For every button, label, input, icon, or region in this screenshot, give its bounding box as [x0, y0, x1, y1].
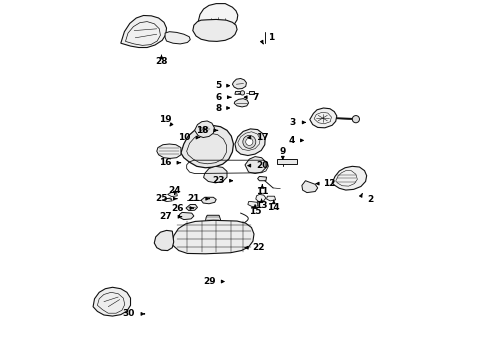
Polygon shape: [157, 144, 181, 158]
Text: 17: 17: [256, 133, 269, 142]
Text: 30: 30: [123, 309, 135, 318]
Polygon shape: [198, 4, 238, 31]
Polygon shape: [195, 121, 215, 138]
Text: 25: 25: [155, 194, 168, 203]
Text: 13: 13: [255, 202, 268, 210]
Text: 22: 22: [252, 243, 265, 252]
Polygon shape: [121, 15, 167, 48]
Text: 7: 7: [252, 93, 259, 102]
Polygon shape: [201, 197, 216, 204]
Polygon shape: [204, 166, 227, 183]
Polygon shape: [245, 157, 266, 174]
Text: 11: 11: [256, 187, 269, 196]
Polygon shape: [154, 230, 174, 251]
Polygon shape: [172, 220, 254, 254]
Text: 5: 5: [215, 81, 221, 90]
Polygon shape: [165, 32, 190, 44]
Text: 8: 8: [215, 104, 221, 112]
Text: 9: 9: [280, 148, 286, 156]
Polygon shape: [248, 202, 258, 207]
Text: 15: 15: [249, 207, 261, 216]
Polygon shape: [93, 287, 130, 316]
Polygon shape: [232, 78, 246, 89]
Circle shape: [243, 135, 256, 148]
Polygon shape: [310, 108, 337, 128]
Text: 2: 2: [368, 195, 374, 204]
Text: 6: 6: [215, 93, 221, 102]
Polygon shape: [277, 159, 297, 164]
Text: 1: 1: [269, 33, 275, 42]
Text: 16: 16: [159, 158, 171, 167]
Polygon shape: [248, 91, 254, 94]
Polygon shape: [186, 204, 197, 211]
Polygon shape: [168, 193, 177, 197]
Polygon shape: [193, 19, 237, 41]
Polygon shape: [234, 99, 248, 107]
Text: 24: 24: [169, 186, 181, 194]
Text: 19: 19: [159, 115, 172, 124]
Text: 27: 27: [160, 212, 172, 221]
Text: 10: 10: [178, 133, 190, 142]
Text: 23: 23: [213, 176, 225, 185]
Polygon shape: [332, 166, 367, 190]
Text: 14: 14: [268, 202, 280, 211]
Polygon shape: [302, 181, 318, 193]
Circle shape: [245, 138, 253, 145]
Polygon shape: [181, 125, 233, 168]
Circle shape: [240, 91, 245, 95]
Circle shape: [352, 116, 360, 123]
Text: 3: 3: [289, 118, 295, 127]
Text: 29: 29: [203, 277, 216, 286]
Text: 28: 28: [155, 57, 168, 66]
Polygon shape: [163, 198, 172, 202]
Polygon shape: [205, 215, 221, 226]
Polygon shape: [235, 91, 242, 94]
Text: 4: 4: [289, 136, 295, 145]
Polygon shape: [256, 194, 266, 202]
Polygon shape: [179, 212, 194, 220]
Text: 21: 21: [188, 194, 200, 203]
Text: 20: 20: [256, 161, 268, 170]
Text: 18: 18: [196, 126, 208, 135]
Text: 12: 12: [323, 179, 336, 188]
Polygon shape: [258, 176, 267, 181]
Polygon shape: [267, 196, 275, 201]
Polygon shape: [235, 129, 265, 156]
Text: 26: 26: [172, 204, 184, 212]
